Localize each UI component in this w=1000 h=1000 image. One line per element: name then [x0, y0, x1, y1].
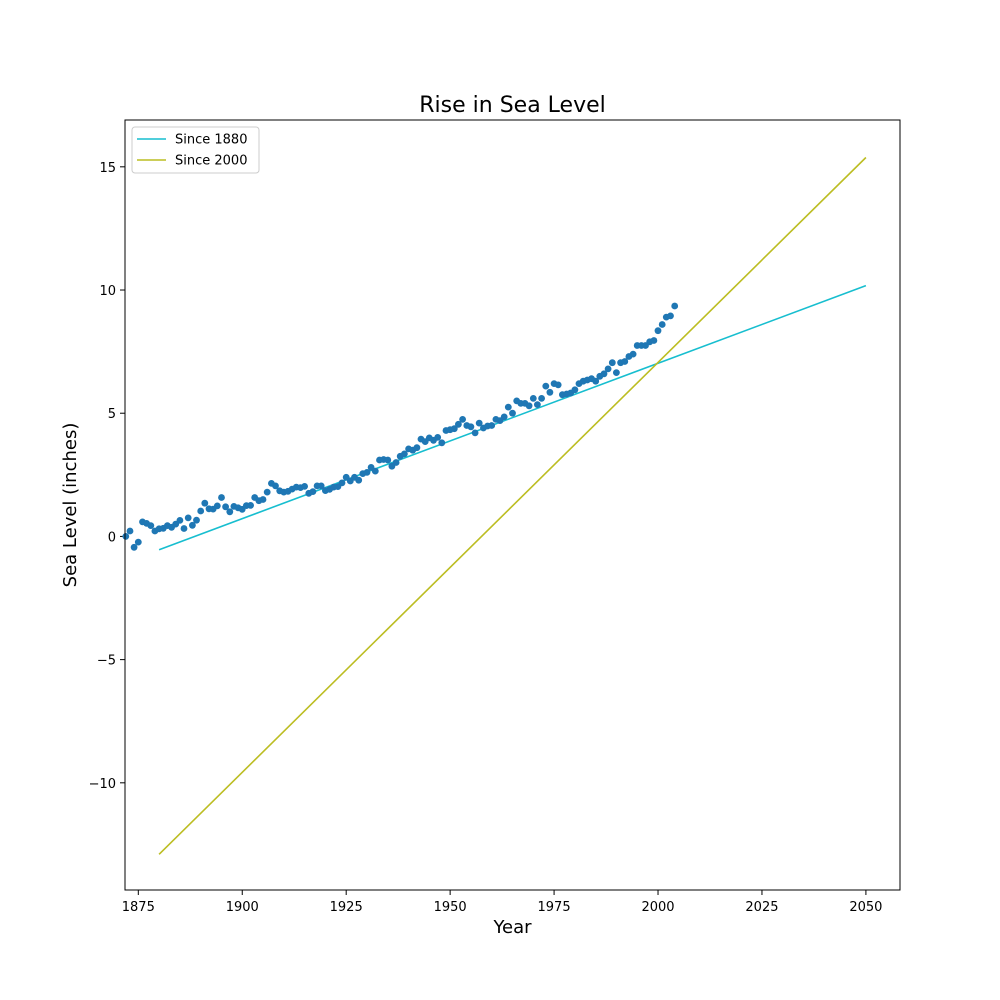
y-tick-label: 10 — [99, 284, 116, 299]
data-point — [338, 479, 346, 487]
x-tick-label: 2050 — [849, 900, 882, 915]
data-point — [193, 516, 200, 524]
data-point — [459, 416, 466, 423]
data-point — [371, 467, 379, 475]
x-tick-label: 1925 — [330, 900, 363, 915]
data-point — [629, 350, 637, 358]
data-point — [134, 538, 142, 546]
data-point — [471, 429, 479, 437]
data-point — [467, 423, 475, 431]
data-point — [667, 312, 674, 320]
data-point — [259, 496, 267, 503]
axes-frame — [124, 119, 901, 891]
data-point — [621, 358, 629, 365]
data-point — [613, 369, 620, 376]
data-point — [309, 488, 317, 495]
x-axis-title: Year — [492, 917, 532, 938]
series-line-since-2000 — [158, 156, 867, 855]
data-point — [247, 502, 255, 509]
y-tick-label: −10 — [89, 777, 116, 792]
y-axis-title: Sea Level (inches) — [60, 423, 81, 588]
data-point — [654, 327, 662, 335]
legend-label-since-2000: Since 2000 — [175, 154, 247, 169]
x-tick-label: 1950 — [434, 900, 467, 915]
data-point — [658, 321, 666, 328]
y-tick-label: 0 — [108, 530, 116, 545]
data-point — [401, 450, 408, 458]
data-point — [189, 521, 196, 529]
y-tick-label: −5 — [97, 654, 116, 669]
data-point — [434, 434, 442, 441]
legend-label-since-1880: Since 1880 — [175, 133, 247, 148]
data-point — [180, 525, 188, 532]
data-point — [317, 482, 325, 490]
data-point — [130, 543, 138, 551]
data-point — [218, 494, 225, 501]
data-point — [608, 359, 616, 367]
x-tick-label: 1875 — [122, 900, 155, 915]
data-point — [413, 444, 421, 452]
data-point — [384, 456, 392, 464]
chart-title: Rise in Sea Level — [419, 93, 605, 118]
data-point — [355, 476, 363, 484]
data-point — [488, 422, 496, 429]
data-point — [392, 459, 400, 466]
data-point — [475, 419, 483, 427]
data-point — [184, 514, 192, 522]
data-point — [538, 395, 545, 402]
y-tick-label: 15 — [99, 161, 116, 176]
x-tick-label: 2000 — [641, 900, 674, 915]
data-point — [542, 382, 550, 390]
data-point — [263, 488, 271, 496]
data-point — [525, 402, 533, 410]
y-tick-label: 5 — [108, 407, 116, 422]
data-point — [438, 439, 446, 447]
data-point — [554, 381, 562, 389]
data-point — [600, 370, 608, 378]
legend: Since 1880 Since 2000 — [131, 126, 260, 174]
x-tick-label: 1975 — [538, 900, 571, 915]
data-point — [363, 469, 371, 476]
data-point — [604, 365, 612, 373]
x-tick-label: 1900 — [226, 900, 259, 915]
data-point — [455, 420, 462, 428]
data-point — [504, 403, 512, 411]
data-point — [226, 508, 234, 516]
data-point — [509, 409, 516, 417]
data-point — [450, 425, 458, 433]
data-point — [213, 502, 221, 510]
data-point — [301, 483, 308, 490]
data-point — [546, 388, 554, 396]
series-line-since-1880 — [158, 284, 867, 551]
data-point — [197, 507, 205, 515]
data-point — [529, 395, 537, 402]
data-point — [122, 533, 130, 540]
data-point — [222, 503, 230, 511]
data-point — [671, 302, 679, 310]
data-point — [147, 522, 155, 529]
data-point — [571, 386, 579, 394]
data-point — [176, 517, 184, 524]
x-tick-label: 2025 — [745, 900, 778, 915]
data-point — [201, 499, 209, 507]
data-point — [500, 413, 508, 421]
data-point — [534, 401, 541, 408]
data-point — [272, 482, 279, 490]
data-point — [592, 377, 600, 385]
data-point — [126, 527, 134, 535]
plot-area: 1875 1900 1925 1950 1975 2000 2025 2050 −10 −5 0 5 1… — [89, 120, 882, 915]
data-point — [650, 337, 658, 344]
